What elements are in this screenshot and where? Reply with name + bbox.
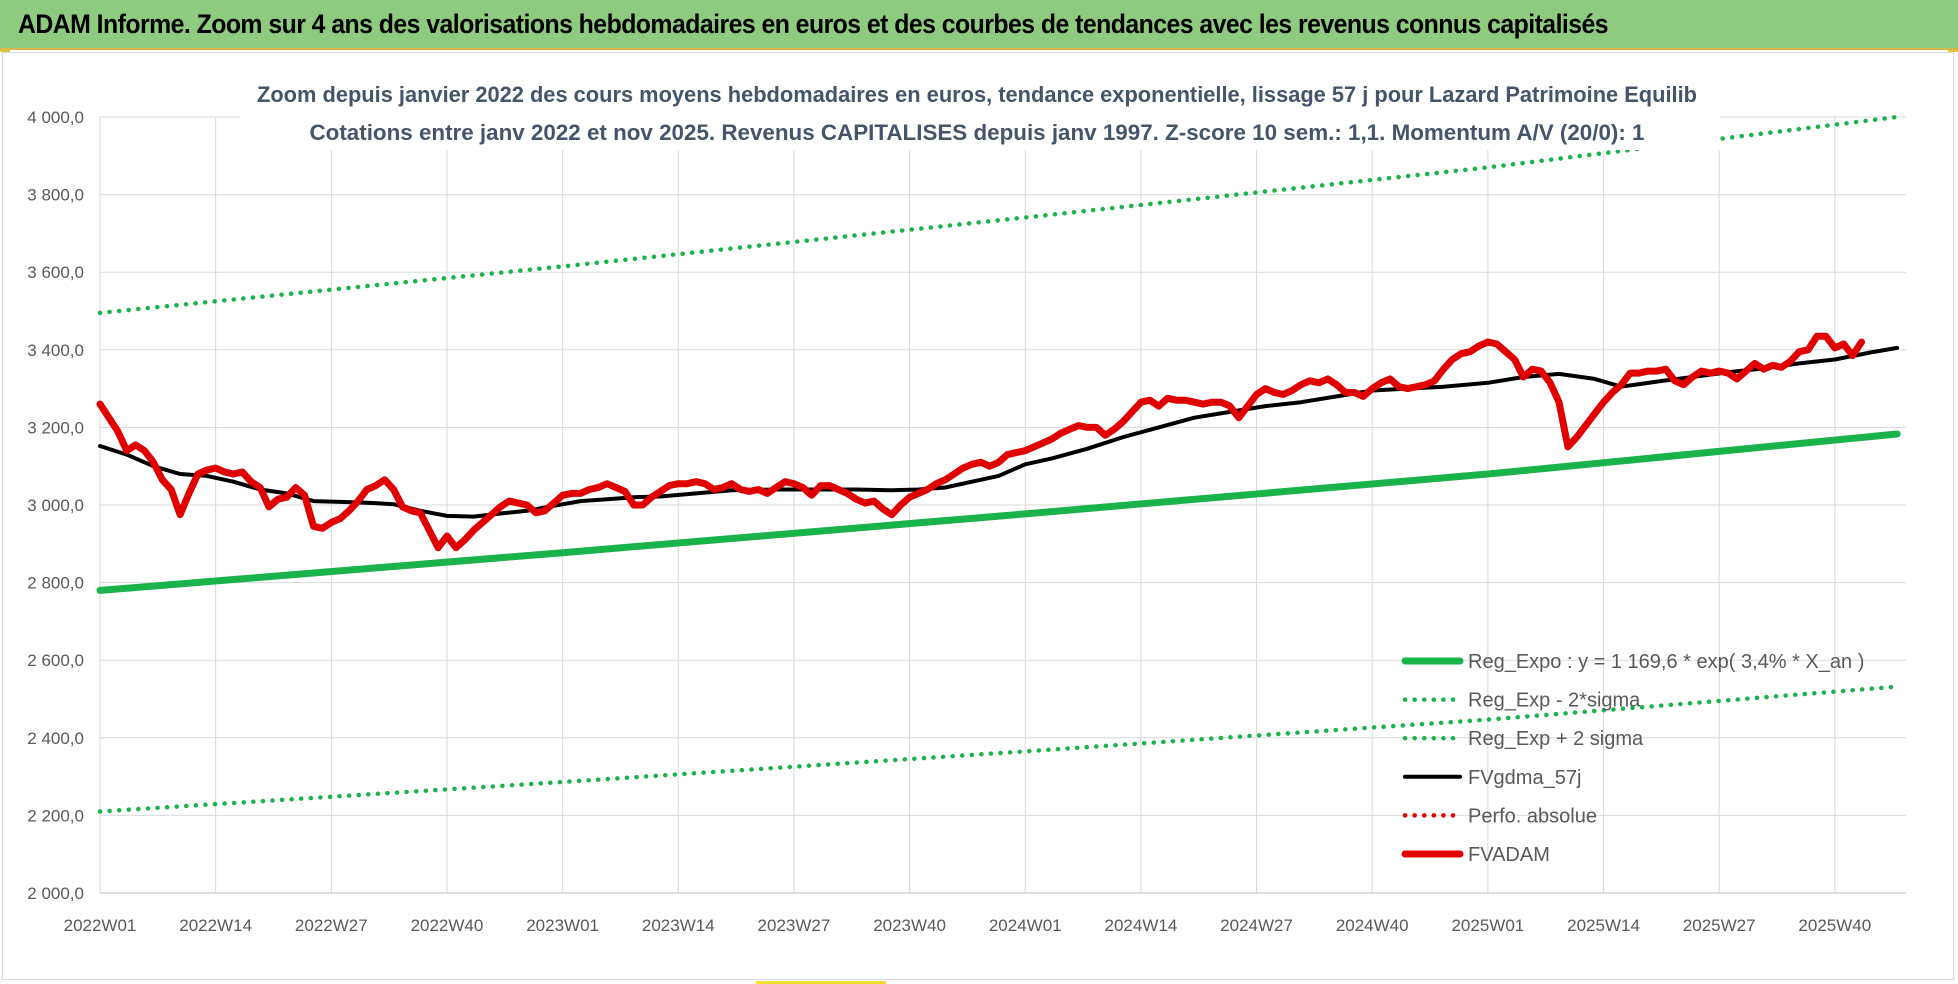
series-line-reg-expo — [96, 430, 1901, 594]
legend-label: Reg_Exp + 2 sigma — [1468, 728, 1644, 750]
x-tick-label: 2022W01 — [64, 916, 137, 935]
series-line-reg-exp-2-sigma — [97, 114, 1900, 316]
legend: Reg_Expo : y = 1 169,6 * exp( 3,4% * X_a… — [1401, 651, 1864, 866]
x-tick-label: 2024W14 — [1105, 916, 1178, 935]
series-layer — [96, 114, 1901, 814]
chart-subtitle: Cotations entre janv 2022 et nov 2025. R… — [310, 120, 1645, 145]
x-tick-label: 2022W27 — [295, 916, 368, 935]
series-line-reg-exp-2-sigma — [97, 684, 1900, 814]
y-tick-label: 2 200,0 — [27, 806, 84, 825]
chart-frame — [2, 52, 1954, 980]
x-tick-label: 2025W14 — [1567, 916, 1640, 935]
x-tick-label: 2025W27 — [1683, 916, 1756, 935]
legend-label: Reg_Expo : y = 1 169,6 * exp( 3,4% * X_a… — [1468, 651, 1864, 673]
x-tick-label: 2024W01 — [989, 916, 1062, 935]
y-tick-label: 3 600,0 — [27, 263, 84, 282]
x-tick-label: 2023W27 — [758, 916, 831, 935]
y-tick-label: 3 200,0 — [27, 418, 84, 437]
x-tick-label: 2023W40 — [873, 916, 946, 935]
legend-label: Perfo. absolue — [1468, 805, 1597, 827]
series-line-fvadam — [96, 332, 1865, 552]
x-tick-label: 2024W27 — [1220, 916, 1293, 935]
y-tick-label: 3 800,0 — [27, 186, 84, 205]
axes: 2 000,0 2 200,0 2 400,0 2 600,0 2 800,0 3 000… — [27, 108, 1906, 935]
x-tick-label: 2024W40 — [1336, 916, 1409, 935]
x-tick-label: 2022W14 — [179, 916, 252, 935]
y-tick-label: 2 600,0 — [27, 651, 84, 670]
y-tick-label: 2 400,0 — [27, 729, 84, 748]
banner: ADAM Informe. Zoom sur 4 ans des valoris… — [0, 0, 1958, 50]
accent-mark-right — [1948, 50, 1958, 52]
y-tick-label: 3 400,0 — [27, 341, 84, 360]
y-tick-label: 2 800,0 — [27, 574, 84, 593]
accent-mark-bottom — [756, 981, 886, 984]
accent-mark-left — [0, 50, 10, 52]
x-tick-label: 2023W14 — [642, 916, 715, 935]
y-tick-label: 2 000,0 — [27, 884, 84, 903]
grid — [99, 116, 1906, 894]
banner-title: ADAM Informe. Zoom sur 4 ans des valoris… — [18, 9, 1609, 39]
y-tick-label: 4 000,0 — [27, 108, 84, 127]
legend-label: FVgdma_57j — [1468, 767, 1581, 789]
x-tick-label: 2025W01 — [1451, 916, 1524, 935]
legend-label: FVADAM — [1468, 844, 1550, 866]
legend-label: Reg_Exp - 2*sigma — [1468, 690, 1641, 712]
x-tick-label: 2025W40 — [1798, 916, 1871, 935]
x-tick-label: 2022W40 — [411, 916, 484, 935]
x-tick-label: 2023W01 — [526, 916, 599, 935]
y-tick-label: 3 000,0 — [27, 496, 84, 515]
title-backdrop — [240, 66, 1720, 150]
chart-title: Zoom depuis janvier 2022 des cours moyen… — [257, 82, 1697, 107]
chart-title-group: Zoom depuis janvier 2022 des cours moyen… — [240, 66, 1720, 150]
